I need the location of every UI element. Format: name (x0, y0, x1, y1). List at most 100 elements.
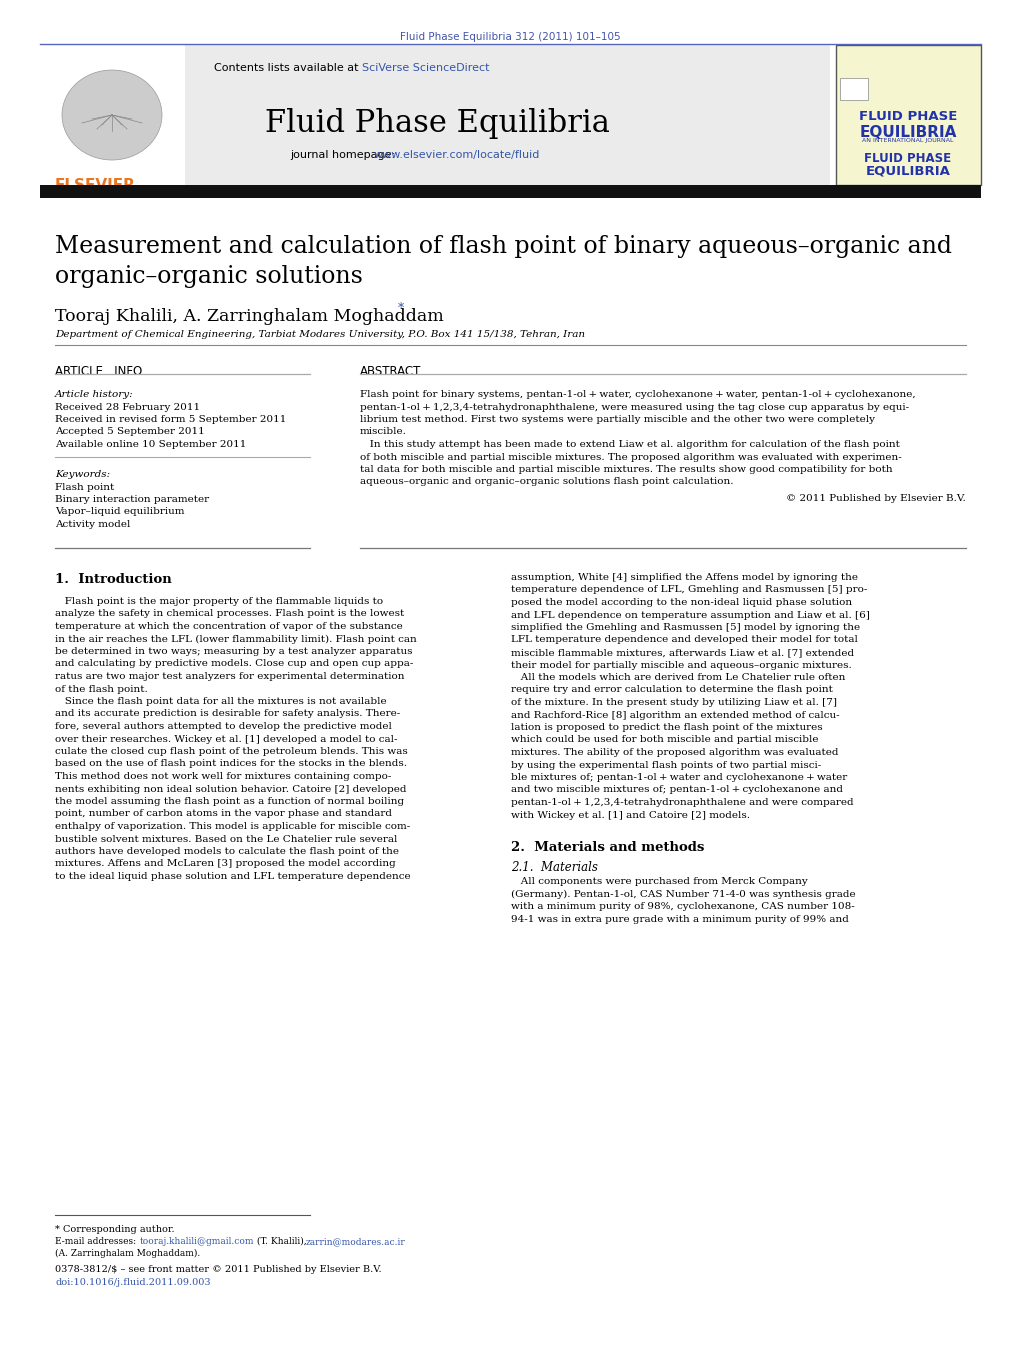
Text: © 2011 Published by Elsevier B.V.: © 2011 Published by Elsevier B.V. (786, 494, 966, 503)
Text: enthalpy of vaporization. This model is applicable for miscible com-: enthalpy of vaporization. This model is … (55, 821, 410, 831)
Text: nents exhibiting non ideal solution behavior. Catoire [2] developed: nents exhibiting non ideal solution beha… (55, 785, 406, 793)
Text: Received 28 February 2011: Received 28 February 2011 (55, 403, 200, 412)
Text: In this study attempt has been made to extend Liaw et al. algorithm for calculat: In this study attempt has been made to e… (360, 440, 900, 449)
Text: All components were purchased from Merck Company: All components were purchased from Merck… (510, 877, 808, 886)
Text: by using the experimental flash points of two partial misci-: by using the experimental flash points o… (510, 761, 821, 770)
Text: be determined in two ways; measuring by a test analyzer apparatus: be determined in two ways; measuring by … (55, 647, 412, 657)
Text: temperature dependence of LFL, Gmehling and Rasmussen [5] pro-: temperature dependence of LFL, Gmehling … (510, 585, 868, 594)
Text: * Corresponding author.: * Corresponding author. (55, 1225, 175, 1233)
Bar (185, 45, 830, 185)
Ellipse shape (62, 70, 162, 159)
Text: Binary interaction parameter: Binary interaction parameter (55, 494, 209, 504)
Text: mixtures. Affens and McLaren [3] proposed the model according: mixtures. Affens and McLaren [3] propose… (55, 859, 396, 869)
Text: (A. Zarringhalam Moghaddam).: (A. Zarringhalam Moghaddam). (55, 1250, 200, 1258)
Text: of the flash point.: of the flash point. (55, 685, 148, 693)
Text: analyze the safety in chemical processes. Flash point is the lowest: analyze the safety in chemical processes… (55, 609, 404, 619)
Text: ABSTRACT: ABSTRACT (360, 365, 422, 378)
Text: Contents lists available at: Contents lists available at (214, 63, 362, 73)
Text: culate the closed cup flash point of the petroleum blends. This was: culate the closed cup flash point of the… (55, 747, 407, 757)
Text: Tooraj Khalili, A. Zarringhalam Moghaddam: Tooraj Khalili, A. Zarringhalam Moghadda… (55, 308, 444, 326)
Text: FLUID PHASE: FLUID PHASE (859, 109, 958, 123)
Text: lation is proposed to predict the flash point of the mixtures: lation is proposed to predict the flash … (510, 723, 823, 732)
Text: 0378-3812/$ – see front matter © 2011 Published by Elsevier B.V.: 0378-3812/$ – see front matter © 2011 Pu… (55, 1265, 382, 1274)
Text: Received in revised form 5 September 2011: Received in revised form 5 September 201… (55, 415, 286, 424)
Text: fore, several authors attempted to develop the predictive model: fore, several authors attempted to devel… (55, 721, 392, 731)
Text: 2.1.  Materials: 2.1. Materials (510, 861, 598, 874)
Text: ratus are two major test analyzers for experimental determination: ratus are two major test analyzers for e… (55, 671, 404, 681)
Text: *: * (398, 303, 404, 315)
Text: Flash point: Flash point (55, 482, 114, 492)
Text: and Rachford-Rice [8] algorithm an extended method of calcu-: and Rachford-Rice [8] algorithm an exten… (510, 711, 839, 720)
Text: tal data for both miscible and partial miscible mixtures. The results show good : tal data for both miscible and partial m… (360, 465, 892, 474)
Text: SciVerse ScienceDirect: SciVerse ScienceDirect (362, 63, 489, 73)
Text: miscible.: miscible. (360, 427, 407, 436)
Text: in the air reaches the LFL (lower flammability limit). Flash point can: in the air reaches the LFL (lower flamma… (55, 635, 417, 643)
Text: to the ideal liquid phase solution and LFL temperature dependence: to the ideal liquid phase solution and L… (55, 871, 410, 881)
Text: (T. Khalili),: (T. Khalili), (254, 1238, 309, 1246)
Text: Measurement and calculation of flash point of binary aqueous–organic and: Measurement and calculation of flash poi… (55, 235, 952, 258)
Text: Activity model: Activity model (55, 520, 131, 530)
Text: LFL temperature dependence and developed their model for total: LFL temperature dependence and developed… (510, 635, 858, 644)
Bar (40, 185, 981, 199)
Bar (40, 45, 185, 185)
Text: temperature at which the concentration of vapor of the substance: temperature at which the concentration o… (55, 621, 402, 631)
Text: doi:10.1016/j.fluid.2011.09.003: doi:10.1016/j.fluid.2011.09.003 (55, 1278, 210, 1288)
Text: simplified the Gmehling and Rasmussen [5] model by ignoring the: simplified the Gmehling and Rasmussen [5… (510, 623, 860, 632)
Text: posed the model according to the non-ideal liquid phase solution: posed the model according to the non-ide… (510, 598, 853, 607)
Text: Since the flash point data for all the mixtures is not available: Since the flash point data for all the m… (55, 697, 387, 707)
Text: EQUILIBRIA: EQUILIBRIA (866, 165, 951, 178)
Text: librium test method. First two systems were partially miscible and the other two: librium test method. First two systems w… (360, 415, 875, 424)
Text: authors have developed models to calculate the flash point of the: authors have developed models to calcula… (55, 847, 399, 857)
Text: which could be used for both miscible and partial miscible: which could be used for both miscible an… (510, 735, 819, 744)
Text: require try and error calculation to determine the flash point: require try and error calculation to det… (510, 685, 833, 694)
Text: the model assuming the flash point as a function of normal boiling: the model assuming the flash point as a … (55, 797, 404, 807)
Text: ARTICLE   INFO: ARTICLE INFO (55, 365, 142, 378)
Text: AN INTERNATIONAL JOURNAL: AN INTERNATIONAL JOURNAL (863, 138, 954, 143)
Text: Flash point for binary systems, pentan-1-ol + water, cyclohexanone + water, pent: Flash point for binary systems, pentan-1… (360, 390, 916, 399)
Text: pentan-1-ol + 1,2,3,4-tetrahydronaphthalene and were compared: pentan-1-ol + 1,2,3,4-tetrahydronaphthal… (510, 798, 854, 807)
Text: and two miscible mixtures of; pentan-1-ol + cyclohexanone and: and two miscible mixtures of; pentan-1-o… (510, 785, 843, 794)
Text: 94-1 was in extra pure grade with a minimum purity of 99% and: 94-1 was in extra pure grade with a mini… (510, 915, 848, 924)
Text: FLUID PHASE: FLUID PHASE (865, 153, 952, 165)
Text: mixtures. The ability of the proposed algorithm was evaluated: mixtures. The ability of the proposed al… (510, 748, 838, 757)
Text: organic–organic solutions: organic–organic solutions (55, 265, 362, 288)
Text: Flash point is the major property of the flammable liquids to: Flash point is the major property of the… (55, 597, 383, 607)
Text: based on the use of flash point indices for the stocks in the blends.: based on the use of flash point indices … (55, 759, 407, 769)
Bar (42, 50, 182, 176)
Text: bustible solvent mixtures. Based on the Le Chatelier rule several: bustible solvent mixtures. Based on the … (55, 835, 397, 843)
Text: Department of Chemical Engineering, Tarbiat Modares University, P.O. Box 141 15/: Department of Chemical Engineering, Tarb… (55, 330, 585, 339)
Text: 2.  Materials and methods: 2. Materials and methods (510, 842, 704, 854)
Text: www.elsevier.com/locate/fluid: www.elsevier.com/locate/fluid (374, 150, 540, 159)
Text: zarrin@modares.ac.ir: zarrin@modares.ac.ir (306, 1238, 405, 1246)
Text: Accepted 5 September 2011: Accepted 5 September 2011 (55, 427, 205, 436)
Text: Keywords:: Keywords: (55, 470, 110, 480)
Text: journal homepage:: journal homepage: (290, 150, 398, 159)
Text: pentan-1-ol + 1,2,3,4-tetrahydronaphthalene, were measured using the tag close c: pentan-1-ol + 1,2,3,4-tetrahydronaphthal… (360, 403, 909, 412)
Text: and LFL dependence on temperature assumption and Liaw et al. [6]: and LFL dependence on temperature assump… (510, 611, 870, 620)
Text: EQUILIBRIA: EQUILIBRIA (860, 126, 957, 141)
Text: with a minimum purity of 98%, cyclohexanone, CAS number 108-: with a minimum purity of 98%, cyclohexan… (510, 902, 855, 911)
Text: aqueous–organic and organic–organic solutions flash point calculation.: aqueous–organic and organic–organic solu… (360, 477, 733, 486)
Text: of both miscible and partial miscible mixtures. The proposed algorithm was evalu: of both miscible and partial miscible mi… (360, 453, 902, 462)
Text: This method does not work well for mixtures containing compo-: This method does not work well for mixtu… (55, 771, 391, 781)
Text: Fluid Phase Equilibria: Fluid Phase Equilibria (264, 108, 610, 139)
Text: assumption, White [4] simplified the Affens model by ignoring the: assumption, White [4] simplified the Aff… (510, 573, 858, 582)
Text: E-mail addresses:: E-mail addresses: (55, 1238, 139, 1246)
Text: point, number of carbon atoms in the vapor phase and standard: point, number of carbon atoms in the vap… (55, 809, 392, 819)
Text: Vapor–liquid equilibrium: Vapor–liquid equilibrium (55, 508, 185, 516)
Text: their model for partially miscible and aqueous–organic mixtures.: their model for partially miscible and a… (510, 661, 852, 670)
Text: of the mixture. In the present study by utilizing Liaw et al. [7]: of the mixture. In the present study by … (510, 698, 837, 707)
Text: All the models which are derived from Le Chatelier rule often: All the models which are derived from Le… (510, 673, 845, 682)
Text: 1.  Introduction: 1. Introduction (55, 573, 172, 586)
Text: ELSEVIER: ELSEVIER (55, 178, 136, 193)
Text: tooraj.khalili@gmail.com: tooraj.khalili@gmail.com (140, 1238, 254, 1246)
Text: and calculating by predictive models. Close cup and open cup appa-: and calculating by predictive models. Cl… (55, 659, 414, 669)
Bar (840, 78, 868, 100)
Text: ble mixtures of; pentan-1-ol + water and cyclohexanone + water: ble mixtures of; pentan-1-ol + water and… (510, 773, 847, 782)
Text: and its accurate prediction is desirable for safety analysis. There-: and its accurate prediction is desirable… (55, 709, 400, 719)
Text: with Wickey et al. [1] and Catoire [2] models.: with Wickey et al. [1] and Catoire [2] m… (510, 811, 750, 820)
Text: miscible flammable mixtures, afterwards Liaw et al. [7] extended: miscible flammable mixtures, afterwards … (510, 648, 855, 657)
Text: Fluid Phase Equilibria 312 (2011) 101–105: Fluid Phase Equilibria 312 (2011) 101–10… (399, 32, 621, 42)
Text: (Germany). Pentan-1-ol, CAS Number 71-4-0 was synthesis grade: (Germany). Pentan-1-ol, CAS Number 71-4-… (510, 889, 856, 898)
Text: over their researches. Wickey et al. [1] developed a model to cal-: over their researches. Wickey et al. [1]… (55, 735, 397, 743)
